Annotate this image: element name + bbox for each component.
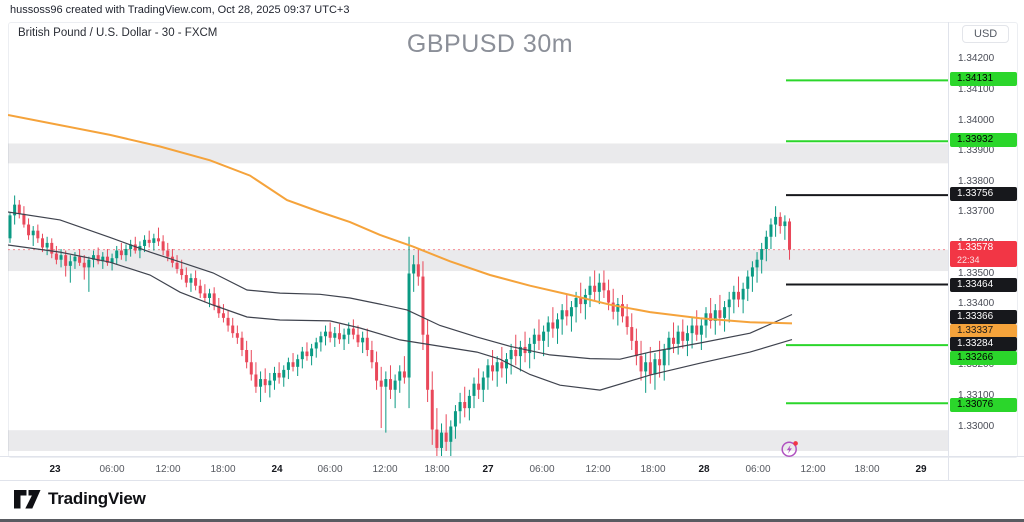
price-tick-label: 1.33000 bbox=[958, 420, 995, 432]
time-tick-label: 12:00 bbox=[800, 464, 826, 475]
time-tick-label: 27 bbox=[482, 464, 494, 475]
time-tick-label: 06:00 bbox=[745, 464, 771, 475]
zone-rect bbox=[8, 430, 948, 451]
time-tick-label: 06:00 bbox=[529, 464, 555, 475]
zone-rect bbox=[8, 143, 948, 164]
time-tick-label: 12:00 bbox=[585, 464, 611, 475]
price-tick-label: 1.34200 bbox=[958, 53, 995, 65]
lightning-glyph bbox=[786, 444, 792, 454]
time-tick-label: 06:00 bbox=[317, 464, 343, 475]
price-tag-indicator-1.33337: 1.33337 bbox=[950, 324, 1017, 338]
price-tag-level-1.33076: 1.33076 bbox=[950, 398, 1017, 412]
price-tag-level-1.33464: 1.33464 bbox=[950, 278, 1017, 292]
price-tick-label: 1.33100 bbox=[958, 389, 995, 401]
price-tick-label: 1.34000 bbox=[958, 114, 995, 126]
band-lower-line bbox=[8, 244, 793, 391]
plot-area bbox=[8, 79, 948, 456]
time-tick-label: 12:00 bbox=[372, 464, 398, 475]
time-tick-label: 18:00 bbox=[424, 464, 450, 475]
zone-rect bbox=[8, 249, 948, 272]
attribution-text: hussoss96 created with TradingView.com, … bbox=[10, 4, 350, 16]
supply-demand-zones bbox=[8, 143, 948, 451]
economic-event-icon[interactable] bbox=[781, 440, 799, 458]
candles-layer bbox=[8, 195, 792, 456]
price-axis-currency-label[interactable]: USD bbox=[962, 25, 1010, 43]
price-tick-label: 1.34100 bbox=[958, 83, 995, 95]
plot-priceaxis-divider bbox=[948, 22, 949, 480]
price-tick-label: 1.33800 bbox=[958, 175, 995, 187]
symbol-description[interactable]: British Pound / U.S. Dollar - 30 - FXCM bbox=[18, 27, 218, 39]
price-tag-last: 1.33578 22:34 bbox=[950, 241, 1017, 267]
price-tick-label: 1.33500 bbox=[958, 267, 995, 279]
bar-countdown: 22:34 bbox=[957, 255, 980, 265]
time-tick-label: 18:00 bbox=[640, 464, 666, 475]
price-tag-indicator-1.33366: 1.33366 bbox=[950, 310, 1017, 324]
price-tag-level-1.34131: 1.34131 bbox=[950, 72, 1017, 86]
ma-orange-line bbox=[8, 114, 793, 325]
time-tick-label: 18:00 bbox=[210, 464, 236, 475]
time-tick-label: 06:00 bbox=[99, 464, 125, 475]
time-tick-label: 18:00 bbox=[854, 464, 880, 475]
tradingview-logo[interactable]: TradingView bbox=[14, 489, 146, 509]
price-tag-level-1.33932: 1.33932 bbox=[950, 133, 1017, 147]
time-tick-label: 24 bbox=[271, 464, 283, 475]
chart-watermark-title: GBPUSD 30m bbox=[406, 30, 574, 58]
notification-dot bbox=[793, 441, 798, 446]
price-tag-level-1.33266: 1.33266 bbox=[950, 351, 1017, 365]
level-rays bbox=[786, 79, 948, 405]
time-tick-label: 29 bbox=[915, 464, 927, 475]
price-tag-indicator-1.33284: 1.33284 bbox=[950, 337, 1017, 351]
price-tick-label: 1.33900 bbox=[958, 145, 995, 157]
band-upper-line bbox=[8, 211, 793, 360]
price-tick-label: 1.33400 bbox=[958, 298, 995, 310]
tradingview-logo-text: TradingView bbox=[48, 489, 146, 508]
time-tick-label: 28 bbox=[698, 464, 710, 475]
time-tick-label: 12:00 bbox=[155, 464, 181, 475]
price-tag-level-1.33756: 1.33756 bbox=[950, 187, 1017, 201]
time-tick-label: 23 bbox=[49, 464, 61, 475]
price-tick-label: 1.33700 bbox=[958, 206, 995, 218]
window-bottom-edge bbox=[0, 519, 1024, 522]
last-price-value: 1.33578 bbox=[957, 242, 994, 253]
tradingview-logo-mark bbox=[14, 489, 41, 508]
timeaxis-footer-divider bbox=[0, 480, 1024, 481]
plot-timeaxis-divider bbox=[0, 456, 1024, 457]
